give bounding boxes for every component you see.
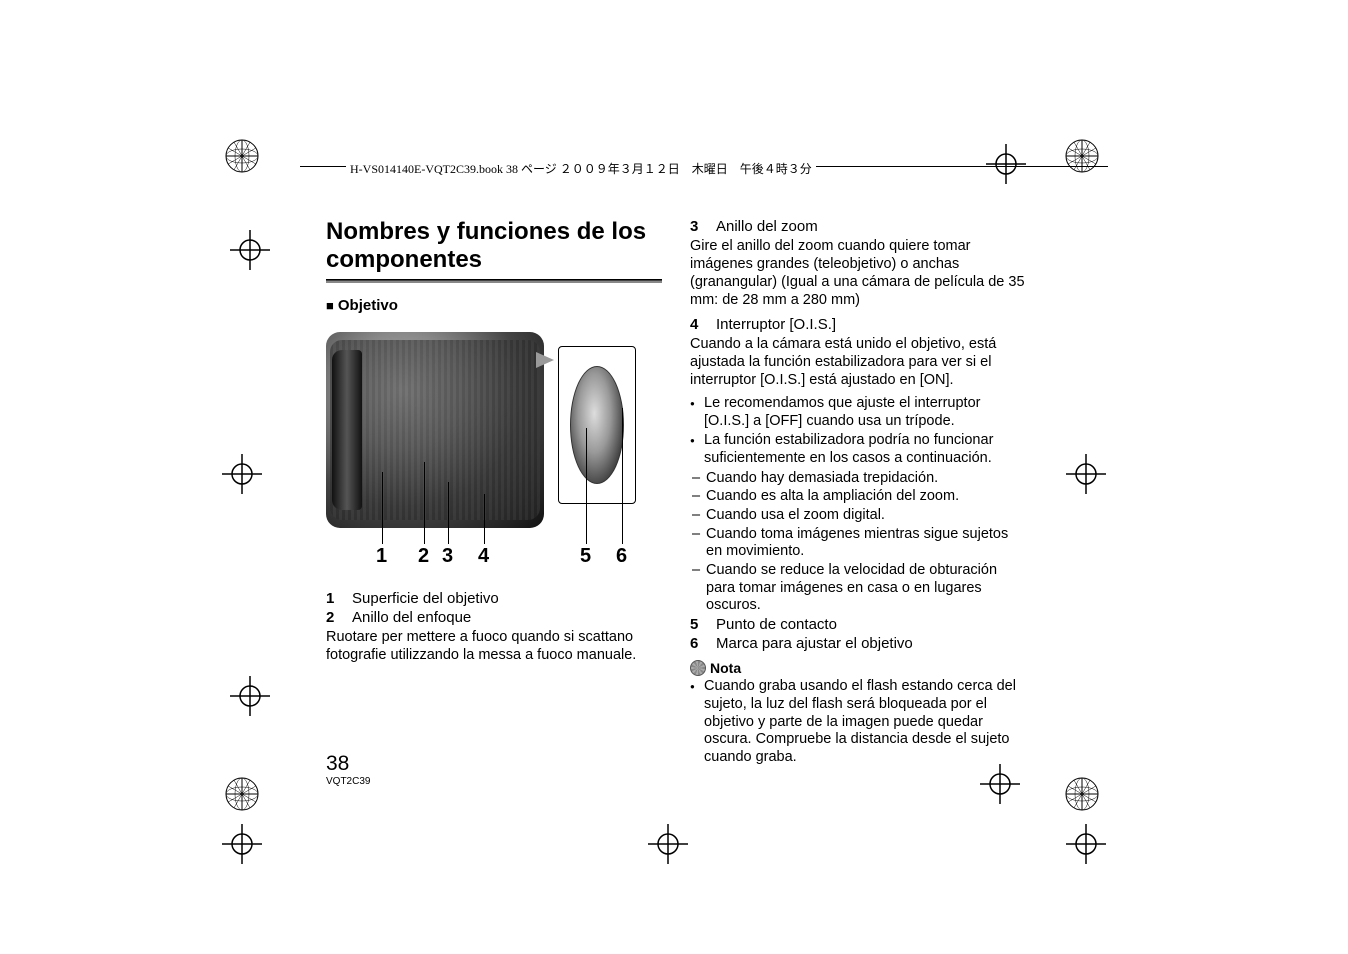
nota-text: Cuando graba usando el flash estando cer… (690, 678, 1026, 766)
dash-item: Cuando toma imágenes mientras sigue suje… (690, 526, 1026, 561)
figure-callout-number: 6 (616, 545, 627, 568)
leader-line (586, 428, 587, 544)
figure-callout-number: 3 (442, 545, 453, 568)
section-title: Nombres y funciones de los componentes (326, 218, 662, 273)
title-underline (326, 279, 662, 283)
left-paragraph: Ruotare per mettere a fuoco quando si sc… (326, 628, 662, 664)
component-item: 6 Marca para ajustar el objetivo (690, 635, 1026, 652)
component-item: 3 Anillo del zoom (690, 218, 1026, 235)
leader-line (382, 472, 383, 544)
figure-callout-number: 1 (376, 545, 387, 568)
figure-callout-number: 4 (478, 545, 489, 568)
nota-heading: Nota (690, 660, 1026, 676)
left-column: Nombres y funciones de los componentes ■… (326, 218, 662, 769)
registration-cross-icon (980, 764, 1020, 804)
zoom-paragraph: Gire el anillo del zoom cuando quiere to… (690, 237, 1026, 310)
registration-cross-icon (230, 676, 270, 716)
dash-item: Cuando usa el zoom digital. (690, 507, 1026, 525)
registration-cross-icon (222, 454, 262, 494)
figure-callout-number: 5 (580, 545, 591, 568)
item-label: Anillo del enfoque (352, 609, 471, 626)
arrow-icon (536, 352, 554, 368)
nota-list: Cuando graba usando el flash estando cer… (690, 678, 1026, 766)
registration-cross-icon (230, 230, 270, 270)
dash-item: Cuando hay demasiada trepidación. (690, 470, 1026, 488)
ois-bullet-list: Le recomendamos que ajuste el interrupto… (690, 395, 1026, 468)
figure-callout-number: 2 (418, 545, 429, 568)
subheading-text: Objetivo (338, 297, 398, 314)
item-label: Superficie del objetivo (352, 590, 499, 607)
nota-icon (690, 660, 706, 676)
component-item: 5 Punto de contacto (690, 616, 1026, 633)
component-item: 2 Anillo del enfoque (326, 609, 662, 626)
lens-front-graphic (332, 350, 362, 510)
ois-paragraph: Cuando a la cámara está unido el objetiv… (690, 335, 1026, 389)
page-number: 38 (326, 752, 349, 776)
subheading: ■Objetivo (326, 297, 662, 314)
lens-rear-graphic (570, 366, 624, 484)
item-label: Punto de contacto (716, 616, 837, 633)
registration-cross-icon (648, 824, 688, 864)
registration-cross-icon (986, 144, 1026, 184)
item-number: 1 (326, 590, 340, 607)
registration-globe-icon (222, 774, 262, 814)
right-column: 3 Anillo del zoom Gire el anillo del zoom… (690, 218, 1026, 769)
registration-globe-icon (1062, 136, 1102, 176)
component-item: 1 Superficie del objetivo (326, 590, 662, 607)
dash-item: Cuando se reduce la velocidad de obturac… (690, 562, 1026, 615)
item-number: 5 (690, 616, 704, 633)
item-4: 4 Interruptor [O.I.S.] (690, 316, 1026, 333)
item-number: 2 (326, 609, 340, 626)
item-number: 3 (690, 218, 704, 235)
lens-figure: 123456 (326, 332, 642, 568)
leader-line (448, 482, 449, 544)
ois-dash-list: Cuando hay demasiada trepidación.Cuando … (690, 470, 1026, 616)
bullet-item: La función estabilizadora podría no func… (690, 432, 1026, 467)
leader-line (622, 408, 623, 544)
registration-cross-icon (222, 824, 262, 864)
page-meta-text: H-VS014140E-VQT2C39.book 38 ページ ２００９年３月１… (346, 160, 816, 177)
item-label: Anillo del zoom (716, 218, 818, 235)
item-number: 4 (690, 316, 704, 333)
registration-cross-icon (1066, 454, 1106, 494)
registration-globe-icon (222, 136, 262, 176)
leader-line (424, 462, 425, 544)
leader-line (484, 494, 485, 544)
nota-label: Nota (710, 660, 741, 676)
registration-globe-icon (1062, 774, 1102, 814)
doc-code: VQT2C39 (326, 776, 370, 787)
bullet-item: Le recomendamos que ajuste el interrupto… (690, 395, 1026, 430)
dash-item: Cuando es alta la ampliación del zoom. (690, 488, 1026, 506)
registration-cross-icon (1066, 824, 1106, 864)
item-label: Marca para ajustar el objetivo (716, 635, 913, 652)
item-label: Interruptor [O.I.S.] (716, 316, 836, 333)
content-area: Nombres y funciones de los componentes ■… (326, 218, 1026, 769)
item-number: 6 (690, 635, 704, 652)
